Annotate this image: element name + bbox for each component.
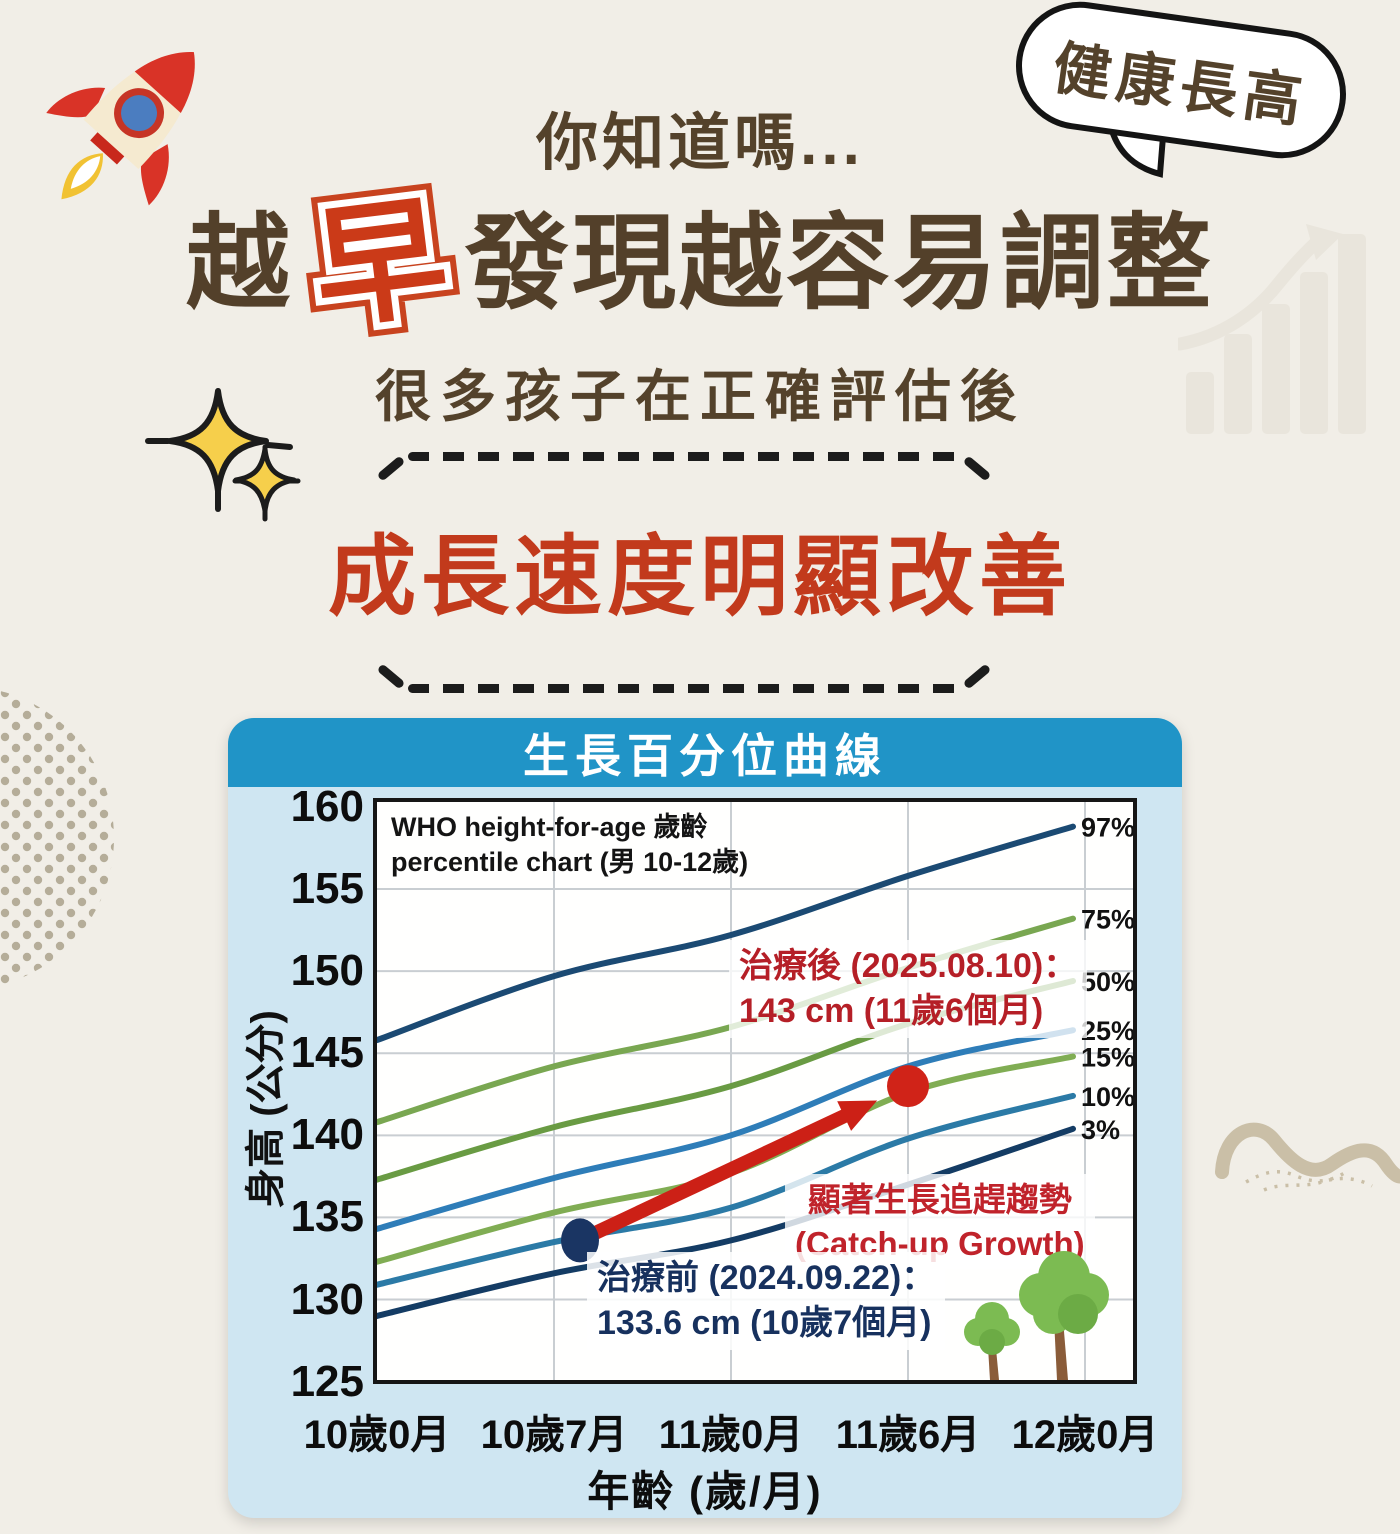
y-tick-150: 150 — [290, 946, 364, 996]
title-highlight-char: 早 早 早 — [293, 170, 468, 358]
dashed-brace-top — [408, 452, 968, 461]
percentile-label-97%: 97% — [1081, 813, 1133, 843]
x-tick-2: 11歲0月 — [658, 1413, 804, 1457]
title-post: 發現越容易調整 — [465, 205, 1215, 322]
y-tick-130: 130 — [290, 1274, 364, 1324]
percentile-curve-25% — [377, 1027, 1076, 1232]
chart-header-bar: 生長百分位曲線 — [228, 718, 1182, 787]
x-tick-3: 11歲6月 — [835, 1413, 981, 1457]
percentile-label-15%: 15% — [1081, 1043, 1133, 1073]
who-chart-label: WHO height-for-age 歲齡 percentile chart (… — [391, 812, 749, 878]
dashed-brace-top-left-end — [376, 455, 406, 482]
title-pre: 越 — [185, 205, 293, 322]
y-tick-135: 135 — [290, 1192, 364, 1242]
y-tick-145: 145 — [290, 1028, 364, 1078]
kicker-text: 你知道嗎... — [536, 109, 864, 178]
y-tick-160: 160 — [290, 781, 364, 831]
squiggle-decor-icon — [1215, 1122, 1400, 1192]
pre-treatment-point — [561, 1218, 599, 1263]
percentile-curve-3% — [377, 1125, 1076, 1319]
dashed-brace-bottom-left-end — [376, 663, 406, 690]
dashed-brace-top-right-end — [962, 455, 992, 482]
percentile-label-50%: 50% — [1081, 967, 1133, 997]
post-treatment-point — [887, 1065, 929, 1108]
percentile-curves: 97% 75% 50% 25%15% 10%3% — [377, 802, 1133, 1380]
growth-chart-panel: 生長百分位曲線 身高 (公分) 160 155 150 145 140 135 130 125… — [228, 718, 1182, 1518]
plot-area: 97% 75% 50% 25% 15% 10% 3% WHO height-for-age … — [373, 798, 1137, 1384]
rocket-icon — [46, 52, 195, 206]
x-tick-1: 10歲7月 — [480, 1413, 628, 1457]
pre-treatment-annotation: 治療前 (2024.09.22)： 133.6 cm (10歲7個月) — [587, 1252, 946, 1350]
subtitle-text: 很多孩子在正確評估後 — [375, 365, 1025, 428]
percentile-curve-10% — [377, 1092, 1076, 1288]
y-tick-155: 155 — [290, 864, 364, 914]
percentile-label-10%: 10% — [1081, 1082, 1133, 1112]
x-axis-title: 年齡 (歲/月) — [587, 1468, 823, 1515]
trees-icon — [964, 1251, 1109, 1380]
catch-up-arrow — [837, 1100, 878, 1131]
sparkles-icon — [145, 388, 301, 522]
percentile-label-25%: 25% — [1081, 1016, 1133, 1046]
headline-text: 成長速度明顯改善 — [327, 527, 1072, 626]
percentile-label-75%: 75% — [1081, 905, 1133, 935]
halftone-dots-decor-icon — [0, 690, 114, 986]
post-treatment-annotation: 治療後 (2025.08.10)： 143 cm (11歲6個月) — [729, 940, 1088, 1038]
y-tick-125: 125 — [290, 1356, 364, 1406]
chart-title: 生長百分位曲線 — [523, 729, 887, 782]
growth-bars-decor-icon — [1178, 224, 1366, 434]
dashed-brace-bottom-right-end — [962, 663, 992, 690]
main-title: 越 早 早 早 發現越容易調整 — [0, 168, 1400, 358]
x-tick-4: 12歲0月 — [1011, 1413, 1159, 1457]
bubble-label: 健康長高 — [1048, 35, 1312, 136]
dashed-brace-bottom — [408, 684, 968, 693]
percentile-curve-97% — [377, 823, 1076, 1044]
y-tick-140: 140 — [290, 1110, 364, 1160]
x-tick-0: 10歲0月 — [303, 1413, 451, 1457]
percentile-label-3%: 3% — [1081, 1115, 1120, 1145]
